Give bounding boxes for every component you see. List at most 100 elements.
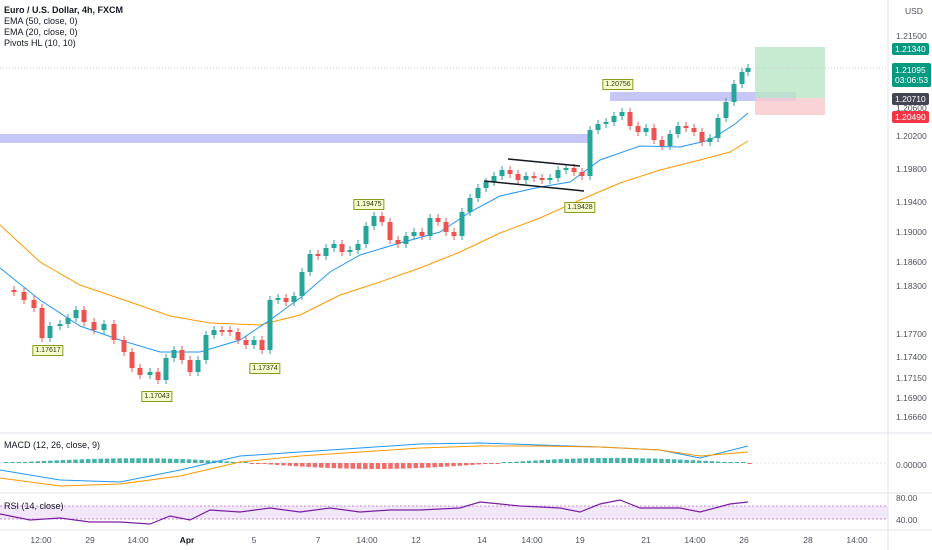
bear-candle [539,178,545,180]
time-label: 21 [641,535,651,545]
macd-histogram-bar [268,463,274,465]
bear-candle [155,372,161,380]
macd-histogram-bar [734,462,740,463]
macd-histogram-bar [363,463,368,469]
bear-candle [129,352,135,368]
time-label: 12 [411,535,421,545]
bull-candle [483,182,489,188]
macd-histogram-bar [369,463,374,469]
bull-candle [715,118,721,138]
zone-rect [0,134,588,143]
macd-histogram-bar [715,461,721,463]
macd-histogram-bar [48,460,53,463]
bear-candle [227,330,233,332]
stop-loss-tag: 1.20490 [892,111,929,123]
macd-histogram-bar [167,458,173,463]
macd-histogram-bar [533,460,538,463]
bear-candle [111,324,117,340]
macd-histogram-bar [671,459,677,463]
macd-histogram-bar [10,462,15,463]
macd-histogram-bar [571,458,576,463]
current-price-tag: 1.21095 03:06:53 [892,63,932,87]
macd-histogram-bar [293,463,299,467]
macd-histogram-bar [577,458,582,463]
price-tick: 1.20200 [896,131,927,141]
bear-candle [627,112,633,126]
ema20-legend[interactable]: EMA (20, close, 0) [4,27,78,37]
macd-histogram-bar [558,459,563,463]
macd-histogram-bar [684,459,689,463]
macd-histogram-bar [703,460,708,463]
bear-candle [515,174,521,180]
macd-histogram-bar [501,462,507,463]
macd-histogram-bar [331,463,337,469]
macd-histogram-bar [111,458,116,463]
bear-candle [91,322,97,330]
macd-histogram-bar [180,459,185,463]
macd-histogram-bar [243,462,248,463]
time-label: Apr [179,535,195,545]
bull-candle [101,324,107,330]
rsi-legend[interactable]: RSI (14, close) [4,501,64,511]
ema50-legend[interactable]: EMA (50, close, 0) [4,16,78,26]
macd-histogram-bar [325,463,330,468]
macd-histogram-bar [722,461,727,463]
macd-histogram-bar [526,460,532,463]
currency-label[interactable]: USD [905,6,923,16]
bull-candle [587,130,593,176]
bull-candle [147,372,153,375]
take-profit-tag: 1.21340 [892,43,929,55]
macd-histogram-bar [747,463,752,464]
pivots-legend[interactable]: Pivots HL (10, 10) [4,38,76,48]
bear-candle [339,244,345,252]
bull-candle [267,300,273,350]
bear-candle [531,176,537,178]
macd-histogram-bar [186,459,192,463]
bull-candle [745,68,751,72]
bear-candle [683,126,689,128]
bear-candle [121,340,127,352]
macd-histogram-bar [602,457,607,463]
macd-legend[interactable]: MACD (12, 26, close, 9) [4,440,101,450]
macd-histogram-bar [344,463,349,469]
price-tick: 1.16660 [896,412,927,422]
bull-candle [299,272,305,296]
time-label: 7 [315,535,321,545]
macd-histogram-bar [545,459,551,463]
rsi-lower-label: 40.00 [896,515,918,525]
bear-candle [571,168,577,172]
time-label: 5 [251,535,257,545]
ema50-line [0,140,749,326]
bear-candle [31,300,37,308]
bear-candle [635,126,641,132]
bull-candle [403,236,409,244]
macd-histogram-bar [564,458,570,463]
macd-histogram-bar [117,458,122,463]
bear-candle [691,128,697,132]
macd-histogram-bar [457,463,463,466]
macd-histogram-bar [85,459,91,463]
macd-histogram-bar [130,458,135,463]
macd-histogram-bar [646,458,652,463]
bull-candle [65,318,71,324]
bear-candle [507,170,513,174]
macd-histogram-bar [652,458,658,463]
macd-histogram-bar [375,463,381,469]
macd-histogram-bar [634,458,639,463]
entry-secondary-label: 1.20600 [896,103,927,113]
signal-line [0,445,749,487]
price-tick: 1.19400 [896,197,927,207]
price-tick: 1.16900 [896,393,927,403]
bull-candle [675,126,681,134]
macd-histogram-bar [589,458,595,463]
macd-histogram-bar [400,463,406,469]
macd-histogram-bar [174,458,179,463]
time-label: 28 [803,535,813,545]
rsi-upper-label: 80.00 [896,493,918,503]
channel-line [483,180,585,192]
rsi-line [0,499,749,525]
bull-candle [731,84,737,102]
macd-histogram-bar [407,463,412,469]
macd-histogram-bar [148,458,154,463]
